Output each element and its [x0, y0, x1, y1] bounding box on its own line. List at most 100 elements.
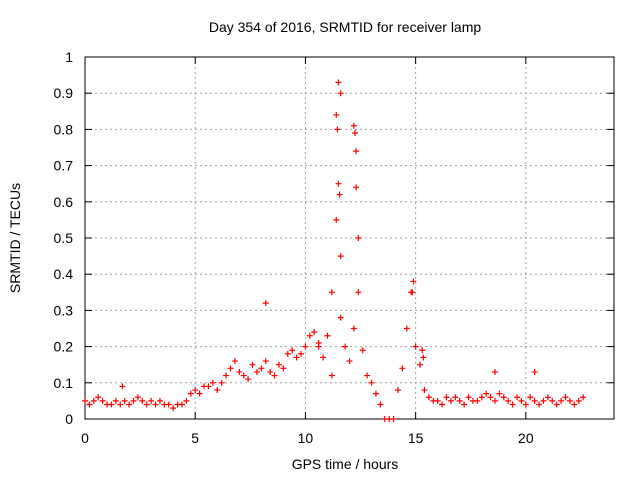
y-tick-label: 0.7: [54, 158, 74, 174]
data-point: [337, 314, 344, 321]
x-tick-label: 0: [81, 430, 89, 446]
data-point: [253, 368, 260, 375]
data-point: [245, 376, 252, 383]
data-point: [364, 372, 371, 379]
data-point: [311, 329, 318, 336]
data-point: [355, 235, 362, 241]
data-point: [108, 401, 115, 408]
y-tick-label: 0.5: [54, 230, 74, 246]
data-points: [82, 79, 587, 422]
data-point: [390, 416, 397, 422]
data-point: [399, 365, 406, 372]
data-point: [350, 325, 357, 332]
data-point: [536, 401, 543, 408]
y-tick-label: 0: [65, 411, 73, 427]
data-point: [355, 289, 362, 296]
data-point: [218, 379, 225, 386]
data-point: [434, 397, 441, 404]
data-point: [320, 354, 327, 361]
data-point: [298, 350, 305, 357]
data-point: [280, 365, 287, 372]
data-point: [571, 401, 578, 408]
data-point: [152, 401, 159, 408]
data-point: [420, 354, 427, 361]
data-point: [412, 343, 419, 350]
data-point: [328, 289, 335, 296]
data-point: [82, 397, 88, 404]
grid-lines: [85, 57, 614, 419]
data-point: [236, 368, 243, 375]
data-point: [417, 361, 424, 368]
data-point: [509, 401, 516, 408]
data-point: [377, 401, 384, 408]
data-point: [447, 397, 454, 404]
data-point: [334, 126, 341, 133]
data-point: [487, 394, 494, 401]
data-point: [302, 343, 309, 350]
y-tick-label: 0.2: [54, 339, 74, 355]
data-point: [549, 397, 556, 404]
data-point: [527, 394, 534, 401]
data-point: [439, 401, 446, 408]
data-point: [496, 390, 503, 397]
data-point: [240, 372, 247, 379]
data-point: [293, 354, 300, 361]
data-point: [518, 397, 525, 404]
data-point: [491, 368, 498, 375]
data-point: [333, 216, 340, 223]
data-point: [187, 390, 194, 397]
data-point: [209, 379, 216, 386]
data-point: [328, 372, 335, 379]
data-point: [337, 90, 344, 97]
y-tick-label: 0.3: [54, 302, 74, 318]
data-point: [139, 397, 146, 404]
data-point: [403, 325, 410, 332]
x-tick-label: 20: [518, 430, 534, 446]
data-point: [461, 401, 468, 408]
data-point: [425, 394, 432, 401]
data-point: [353, 148, 360, 155]
data-point: [306, 332, 313, 339]
data-point: [284, 350, 291, 357]
x-axis: 0 5 10 15 20: [81, 57, 534, 446]
data-point: [372, 390, 379, 397]
data-point: [249, 361, 256, 368]
x-tick-label: 15: [408, 430, 424, 446]
data-point: [99, 397, 106, 404]
data-point: [324, 332, 331, 339]
data-point: [275, 361, 282, 368]
data-point: [267, 368, 274, 375]
data-point: [409, 289, 416, 296]
x-tick-label: 10: [298, 430, 314, 446]
data-point: [126, 401, 133, 408]
data-point: [262, 358, 269, 365]
data-point: [505, 397, 512, 404]
data-point: [196, 390, 203, 397]
data-point: [531, 397, 538, 404]
data-point: [227, 365, 234, 372]
data-point: [410, 278, 417, 285]
y-tick-label: 0.6: [54, 194, 74, 210]
data-point: [117, 401, 124, 408]
y-tick-label: 0.1: [54, 375, 74, 391]
data-point: [148, 397, 155, 404]
data-point: [143, 401, 150, 408]
data-point: [483, 390, 490, 397]
data-point: [205, 383, 212, 390]
chart-title: Day 354 of 2016, SRMTID for receiver lam…: [209, 19, 482, 35]
data-point: [335, 180, 342, 187]
data-point: [553, 401, 560, 408]
data-point: [566, 397, 573, 404]
data-point: [478, 394, 485, 401]
data-point: [336, 191, 343, 198]
data-point: [491, 397, 498, 404]
data-point: [165, 401, 172, 408]
data-point: [350, 122, 357, 129]
data-point: [353, 184, 360, 191]
data-point: [368, 379, 375, 386]
y-tick-label: 0.4: [54, 266, 74, 282]
data-point: [452, 394, 459, 401]
data-point: [258, 365, 265, 372]
data-point: [443, 394, 450, 401]
data-point: [192, 387, 199, 394]
